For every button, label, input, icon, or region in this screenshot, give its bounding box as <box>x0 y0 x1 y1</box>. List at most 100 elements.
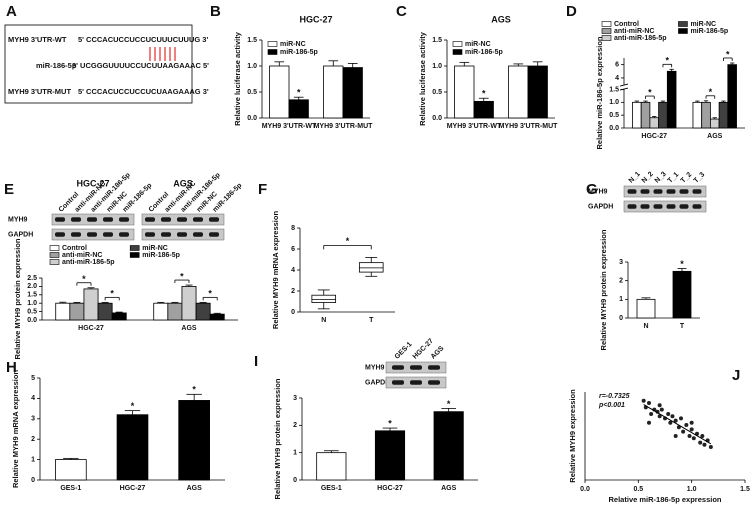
sig-star: * <box>447 399 451 409</box>
legend-label: anti-miR-186-5p <box>614 35 667 42</box>
x-tick-label: HGC-27 <box>78 325 104 332</box>
y-tick-label: 0.5 <box>432 89 442 96</box>
y-tick-label: 1.0 <box>27 300 37 307</box>
y-axis-label: Relative MYH9 expression <box>568 389 577 483</box>
blot-lane: GES-1 <box>394 341 414 361</box>
blot-band <box>692 204 702 209</box>
bar <box>636 298 656 319</box>
blot-band <box>410 380 422 385</box>
legend-swatch <box>452 49 463 55</box>
blot-band <box>55 232 65 237</box>
y-tick-label: 1.5 <box>609 86 619 93</box>
blot-band <box>193 232 203 237</box>
panel-letter: J <box>732 367 740 384</box>
bar <box>153 302 169 321</box>
x-tick-label: AGS <box>181 325 197 332</box>
x-tick-label: T <box>369 317 374 324</box>
y-tick-label: 1.0 <box>432 63 442 70</box>
y-tick-label: 1 <box>619 296 623 303</box>
y-tick-label: 2.0 <box>27 283 37 290</box>
legend-label: anti-miR-NC <box>62 252 102 259</box>
bar <box>69 302 85 321</box>
legend-label: miR-186-5p <box>465 49 503 56</box>
blot-row-label: MYH9 <box>8 216 28 223</box>
y-tick-label: 0.5 <box>27 308 37 315</box>
legend-label: miR-186-5p <box>280 49 318 56</box>
blot-lane: T_1 <box>667 171 681 185</box>
blot-row-label: GAPDH <box>588 203 613 210</box>
sig-star: * <box>726 49 730 59</box>
stat-annotation: r=-0.7325 <box>599 393 630 400</box>
y-tick-label: 0.0 <box>27 317 37 324</box>
y-tick-label: 1.5 <box>432 37 442 44</box>
blot-band <box>71 217 81 222</box>
blot-band <box>679 189 689 194</box>
sig-star: * <box>180 271 184 281</box>
legend-swatch <box>129 245 140 251</box>
sig-star: * <box>346 236 350 246</box>
y-tick-label: 0.0 <box>432 115 442 122</box>
y-tick-label: 0 <box>293 477 297 484</box>
legend-label: Control <box>614 21 639 28</box>
y-tick-label: 2 <box>291 288 295 295</box>
point <box>641 398 646 403</box>
legend-swatch <box>452 41 463 47</box>
blot-band <box>653 189 663 194</box>
point <box>708 445 713 449</box>
panel-a-box <box>4 24 193 104</box>
blot-row-label: MYH9 <box>588 188 608 195</box>
y-tick-label: 4 <box>291 267 295 274</box>
point <box>659 407 664 412</box>
x-tick-label: AGS <box>441 485 457 492</box>
bar <box>269 65 290 119</box>
point <box>647 401 651 405</box>
blot-band <box>627 204 637 209</box>
y-tick-label: 8 <box>291 225 295 232</box>
bar <box>527 65 548 119</box>
bar <box>55 459 87 481</box>
sequence: 5' CCCACUCCUCCUCUAAGAAAG 3' <box>78 87 209 96</box>
panel-letter: H <box>6 359 17 376</box>
blot-band <box>392 380 404 385</box>
bar <box>672 270 692 319</box>
blot-band <box>209 217 219 222</box>
x-tick-label: MYH9 3'UTR-MUT <box>314 123 374 130</box>
legend-label: miR-NC <box>142 245 168 252</box>
y-tick-label: 0.5 <box>609 112 619 119</box>
blot-band <box>640 189 650 194</box>
y-tick-label: 1 <box>293 450 297 457</box>
blot-band <box>653 204 663 209</box>
y-tick-label: 6 <box>291 246 295 253</box>
blot-band <box>55 217 65 222</box>
y-tick-label: 6 <box>615 61 619 68</box>
y-tick-label: 0 <box>291 309 295 316</box>
point <box>679 416 683 421</box>
sig-star: * <box>131 401 135 411</box>
bar <box>97 302 113 321</box>
legend-label: miR-NC <box>465 41 491 48</box>
bar <box>167 302 183 321</box>
y-tick-label: 3 <box>619 259 623 266</box>
blot-band <box>145 232 155 237</box>
blot-band <box>428 380 440 385</box>
x-tick-label: T <box>680 323 685 330</box>
bar <box>473 100 494 119</box>
panel-letter: D <box>566 3 577 20</box>
blot-group: AGS <box>173 178 193 188</box>
blot-row-label: GAPDH <box>8 231 33 238</box>
panel-letter: I <box>254 353 258 370</box>
panel-letter: E <box>4 181 14 198</box>
blot-band <box>103 232 113 237</box>
point <box>681 429 686 434</box>
panel-letter: A <box>6 3 17 20</box>
bar <box>508 65 529 119</box>
y-tick-label: 1.5 <box>247 37 257 44</box>
blot-row-label: GAPDH <box>365 379 390 386</box>
y-tick-label: 2 <box>293 422 297 429</box>
bar <box>692 101 703 129</box>
blot-box <box>623 200 707 213</box>
y-axis-label: Relative MYH9 protein expression <box>273 378 282 499</box>
panel-letter: F <box>258 181 267 198</box>
sequence: 3' UCGGGUUUUCCUCUUAAGAAAC 5' <box>72 61 209 70</box>
bar <box>709 118 720 129</box>
